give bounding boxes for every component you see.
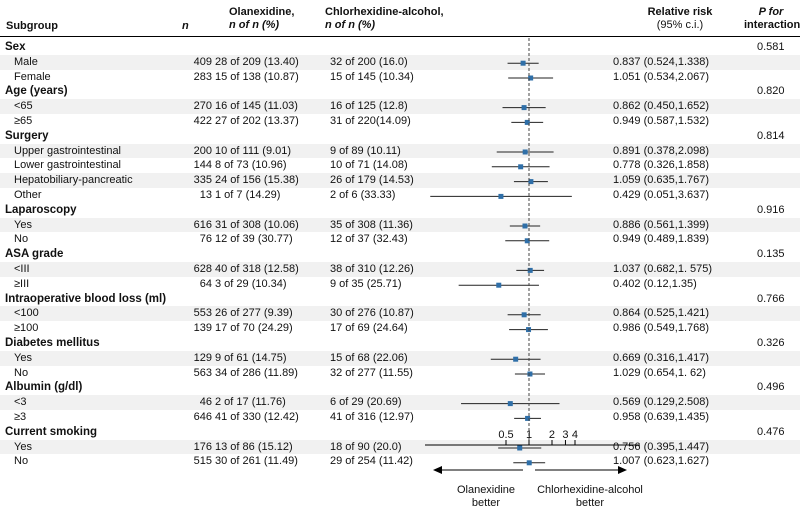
point-estimate <box>508 401 513 406</box>
right-arrow-head <box>618 466 627 474</box>
x-tick-label: 3 <box>562 429 568 441</box>
point-estimate <box>522 224 527 229</box>
point-estimate <box>522 105 527 110</box>
right-label-line2: better <box>520 497 660 510</box>
point-estimate <box>527 460 532 465</box>
x-tick-label: 2 <box>549 429 555 441</box>
chlorhexidine-better-label: Chlorhexidine-alcohol better <box>520 484 660 510</box>
point-estimate <box>527 372 532 377</box>
point-estimate <box>521 61 526 66</box>
point-estimate <box>517 446 522 451</box>
right-label-line1: Chlorhexidine-alcohol <box>520 484 660 497</box>
x-tick-label: 1 <box>526 429 532 441</box>
left-arrow-head <box>433 466 442 474</box>
x-tick-label: 4 <box>572 429 578 441</box>
point-estimate <box>518 164 523 169</box>
point-estimate <box>523 150 528 155</box>
point-estimate <box>513 357 518 362</box>
point-estimate <box>496 283 501 288</box>
point-estimate <box>528 268 533 273</box>
point-estimate <box>498 194 503 199</box>
forest-plot: 0.5 1 2 3 4 <box>0 0 800 512</box>
x-tick-label: 0.5 <box>498 429 513 441</box>
point-estimate <box>522 312 527 317</box>
